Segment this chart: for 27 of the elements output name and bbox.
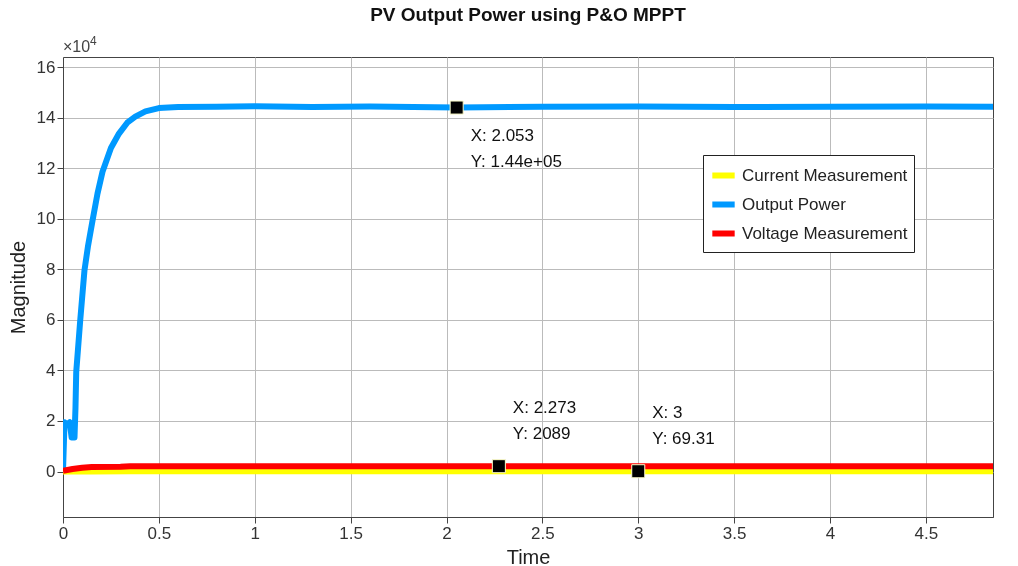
chart-title: PV Output Power using P&O MPPT	[370, 4, 687, 25]
y-axis-title: Magnitude	[6, 240, 29, 335]
y-tick-label: 16	[36, 57, 56, 77]
annotation: X: 3 Y: 69.31	[652, 403, 715, 449]
x-tick-label: 4	[825, 523, 836, 543]
y-tick-label: 6	[46, 310, 56, 330]
y-tick-label: 2	[46, 411, 56, 431]
x-tick-label: 1	[250, 523, 260, 543]
x-tick-label: 4.5	[914, 523, 939, 543]
y-tick-label: 8	[46, 259, 56, 279]
x-axis-title: Time	[506, 545, 551, 566]
annotation: X: 2.053 Y: 1.44e+05	[470, 125, 562, 171]
legend-label: Current Measurement	[742, 165, 908, 185]
y-tick-label: 10	[36, 209, 56, 229]
y-tick-label: 4	[46, 360, 56, 380]
x-tick-label: 2	[442, 523, 452, 543]
x-tick-label: 3.5	[722, 523, 747, 543]
y-tick-label: 14	[36, 108, 56, 128]
x-tick-label: 2.5	[531, 523, 555, 543]
x-tick-label: 1.5	[339, 523, 363, 543]
legend-label: Output Power	[742, 194, 847, 214]
y-tick-label: 12	[36, 158, 56, 178]
legend-label: Voltage Measurement	[742, 223, 908, 243]
x-tick-label: 0.5	[147, 523, 172, 543]
y-tick-label: 0	[46, 462, 56, 482]
annotation: X: 2.273 Y: 2089	[512, 398, 577, 444]
x-tick-label: 3	[634, 523, 644, 543]
